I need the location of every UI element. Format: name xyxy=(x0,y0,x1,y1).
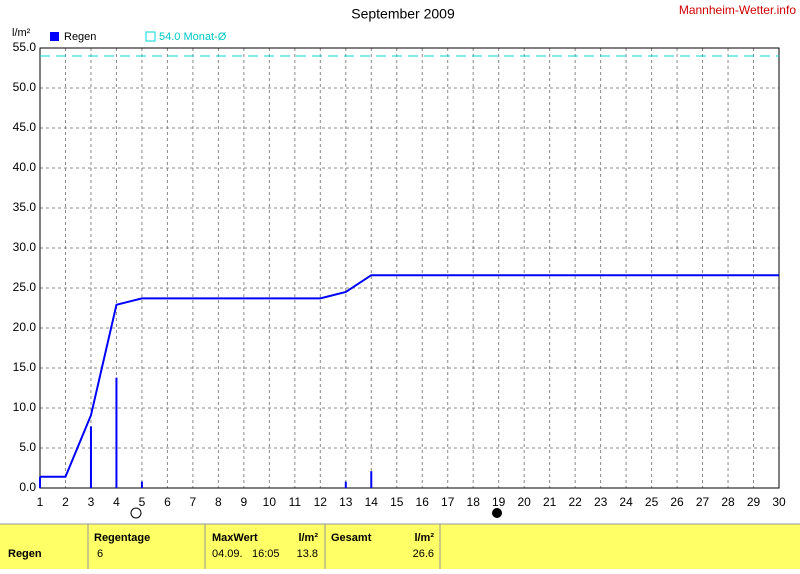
y-tick-label: 25.0 xyxy=(13,280,37,294)
x-tick-label: 12 xyxy=(314,495,328,509)
cumulative-line xyxy=(40,274,779,478)
x-tick-label: 24 xyxy=(619,495,633,509)
y-tick-label: 0.0 xyxy=(19,480,36,494)
legend-swatch xyxy=(145,31,156,42)
y-tick-label: 55.0 xyxy=(13,40,37,54)
table-header: l/m² xyxy=(298,532,318,544)
x-tick-label: 11 xyxy=(289,495,302,509)
x-tick-label: 1 xyxy=(37,495,44,509)
y-tick-label: 30.0 xyxy=(13,240,37,254)
x-tick-label: 15 xyxy=(390,495,404,509)
table-bg xyxy=(0,524,800,569)
legend-swatch xyxy=(50,32,59,41)
y-tick-label: 50.0 xyxy=(13,80,37,94)
x-tick-label: 14 xyxy=(365,495,379,509)
x-tick-label: 3 xyxy=(88,495,95,509)
table-cell: 26.6 xyxy=(413,548,434,560)
moon-icon xyxy=(130,507,142,519)
y-tick-label: 35.0 xyxy=(13,200,37,214)
x-tick-label: 13 xyxy=(339,495,353,509)
x-tick-label: 30 xyxy=(772,495,786,509)
x-tick-label: 25 xyxy=(645,495,659,509)
x-tick-label: 29 xyxy=(747,495,761,509)
table-cell: 13.8 xyxy=(297,548,318,560)
y-tick-label: 20.0 xyxy=(13,320,37,334)
x-tick-label: 8 xyxy=(215,495,222,509)
x-tick-label: 26 xyxy=(670,495,684,509)
table-header: Gesamt xyxy=(331,532,372,544)
x-tick-label: 28 xyxy=(721,495,735,509)
moon-icon xyxy=(492,508,502,518)
x-tick-label: 22 xyxy=(568,495,582,509)
x-tick-label: 9 xyxy=(241,495,248,509)
x-tick-label: 20 xyxy=(517,495,531,509)
x-tick-label: 5 xyxy=(139,495,146,509)
x-tick-label: 7 xyxy=(190,495,197,509)
x-tick-label: 4 xyxy=(113,495,120,509)
y-tick-label: 10.0 xyxy=(13,400,37,414)
x-tick-label: 19 xyxy=(492,495,506,509)
x-tick-label: 27 xyxy=(696,495,710,509)
x-tick-label: 6 xyxy=(164,495,171,509)
x-tick-label: 17 xyxy=(441,495,455,509)
x-tick-label: 18 xyxy=(467,495,481,509)
y-tick-label: 5.0 xyxy=(19,440,36,454)
y-tick-label: 40.0 xyxy=(13,160,37,174)
chart-title: September 2009 xyxy=(351,6,455,22)
x-tick-label: 21 xyxy=(543,495,557,509)
x-tick-label: 10 xyxy=(263,495,277,509)
plot-frame xyxy=(39,47,780,489)
table-header: MaxWert xyxy=(212,532,258,544)
x-tick-label: 16 xyxy=(416,495,430,509)
legend-label: Regen xyxy=(64,31,96,43)
x-tick-label: 2 xyxy=(62,495,69,509)
table-cell: 16:05 xyxy=(252,548,280,560)
legend-label: 54.0 Monat-Ø xyxy=(159,31,227,43)
table-cell: 04.09. xyxy=(212,548,243,560)
table-header: l/m² xyxy=(414,532,434,544)
source: Mannheim-Wetter.info xyxy=(679,3,796,17)
y-tick-label: 45.0 xyxy=(13,120,37,134)
y-axis-label: l/m² xyxy=(12,27,31,39)
table-cell: 6 xyxy=(97,548,103,560)
y-tick-label: 15.0 xyxy=(13,360,37,374)
x-tick-label: 23 xyxy=(594,495,608,509)
row-label: Regen xyxy=(8,548,42,560)
table-header: Regentage xyxy=(94,532,150,544)
summary-table: Regentage MaxWert l/m² Gesamt l/m² Regen… xyxy=(0,523,800,569)
